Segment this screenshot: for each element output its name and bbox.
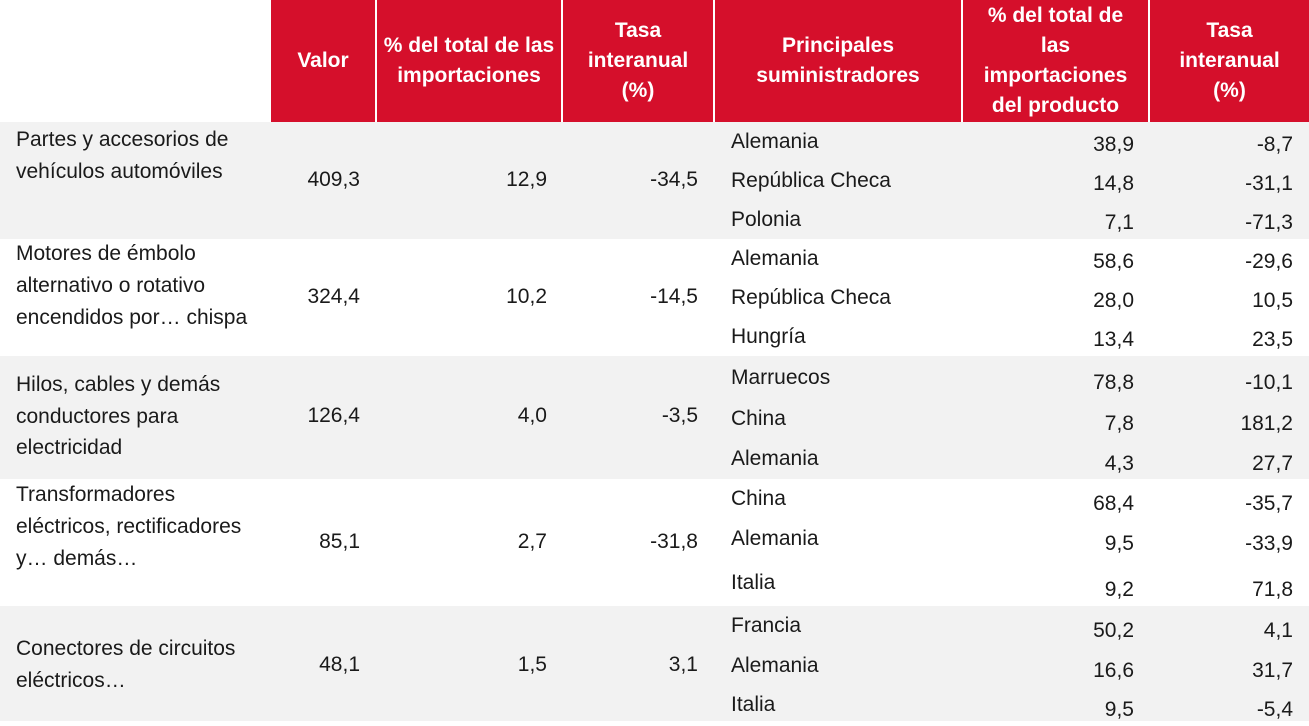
tasa-cell: -3,5 xyxy=(661,404,698,427)
supplier-name: Italia xyxy=(731,571,776,594)
valor-cell: 409,3 xyxy=(307,168,360,191)
header-divider xyxy=(713,0,715,122)
supplier-name: Alemania xyxy=(731,247,819,270)
supplier-pct: 13,4 xyxy=(1093,328,1134,351)
supplier-tasa: -35,7 xyxy=(1245,492,1293,515)
tasa-cell: 3,1 xyxy=(668,653,698,676)
supplier-tasa: 31,7 xyxy=(1252,659,1293,682)
supplier-name: China xyxy=(731,407,786,430)
supplier-tasa: 71,8 xyxy=(1252,578,1293,601)
supplier-name: Polonia xyxy=(731,208,802,231)
product-name: Motores de émbolo alternativo o rotativo… xyxy=(16,242,248,329)
supplier-name: Alemania xyxy=(731,447,819,470)
header-divider xyxy=(375,0,377,122)
supplier-name: Alemania xyxy=(731,654,819,677)
header-pct-total: % del total de las importaciones xyxy=(377,0,561,122)
supplier-pct: 9,2 xyxy=(1104,578,1134,601)
supplier-name: Francia xyxy=(731,614,802,637)
supplier-name: Italia xyxy=(731,693,776,716)
product-name: Hilos, cables y demás conductores para e… xyxy=(16,373,221,459)
header-valor: Valor xyxy=(271,0,375,122)
supplier-tasa: 181,2 xyxy=(1240,412,1293,435)
supplier-pct: 50,2 xyxy=(1093,619,1134,642)
supplier-tasa: -5,4 xyxy=(1256,698,1293,721)
tasa-cell: -34,5 xyxy=(650,168,698,191)
header-divider xyxy=(561,0,563,122)
supplier-tasa: -33,9 xyxy=(1245,532,1293,555)
supplier-name: Alemania xyxy=(731,527,819,550)
supplier-tasa: -10,1 xyxy=(1245,371,1293,394)
valor-cell: 324,4 xyxy=(307,285,360,308)
supplier-pct: 68,4 xyxy=(1093,492,1134,515)
supplier-pct: 16,6 xyxy=(1093,659,1134,682)
valor-cell: 48,1 xyxy=(319,653,360,676)
header-pct-producto: % del total de las importaciones del pro… xyxy=(963,0,1148,122)
supplier-name: Marruecos xyxy=(731,366,831,389)
pct-total-cell: 4,0 xyxy=(517,404,547,427)
supplier-pct: 4,3 xyxy=(1104,452,1134,475)
product-name: Conectores de circuitos eléctricos… xyxy=(16,637,236,692)
header-divider xyxy=(1148,0,1150,122)
supplier-name: China xyxy=(731,487,786,510)
supplier-tasa: -8,7 xyxy=(1256,133,1293,156)
product-name: Transformadores eléctricos, rectificador… xyxy=(16,483,242,570)
supplier-pct: 58,6 xyxy=(1093,250,1134,273)
header-pct-total-label: % del total de las importaciones xyxy=(383,34,555,87)
supplier-pct: 9,5 xyxy=(1104,532,1134,555)
supplier-tasa: -31,1 xyxy=(1245,172,1293,195)
header-tasa2-label: Tasa interanual (%) xyxy=(1179,19,1280,102)
supplier-name: Alemania xyxy=(731,130,819,153)
product-name: Partes y accesorios de vehículos automóv… xyxy=(16,128,229,183)
supplier-tasa: 27,7 xyxy=(1252,452,1293,475)
header-tasa2: Tasa interanual (%) xyxy=(1150,0,1309,122)
valor-cell: 85,1 xyxy=(319,530,360,553)
header-valor-label: Valor xyxy=(297,49,349,72)
supplier-tasa: -29,6 xyxy=(1245,250,1293,273)
pct-total-cell: 12,9 xyxy=(506,168,547,191)
table-row-band xyxy=(0,606,1309,721)
supplier-tasa: -71,3 xyxy=(1245,211,1293,234)
table-row-band xyxy=(0,122,1309,239)
pct-total-cell: 1,5 xyxy=(517,653,547,676)
supplier-pct: 9,5 xyxy=(1104,698,1134,721)
header-tasa: Tasa interanual (%) xyxy=(563,0,713,122)
supplier-pct: 7,1 xyxy=(1104,211,1134,234)
supplier-tasa: 4,1 xyxy=(1263,619,1293,642)
tasa-cell: -31,8 xyxy=(650,530,698,553)
tasa-cell: -14,5 xyxy=(650,285,698,308)
supplier-name: República Checa xyxy=(731,286,891,309)
header-pct-producto-label: % del total de las importaciones del pro… xyxy=(983,4,1128,117)
supplier-tasa: 23,5 xyxy=(1252,328,1293,351)
supplier-name: Hungría xyxy=(731,325,806,348)
header-tasa-label: Tasa interanual (%) xyxy=(587,19,689,102)
supplier-pct: 7,8 xyxy=(1104,412,1134,435)
table-row-band xyxy=(0,356,1309,479)
supplier-pct: 38,9 xyxy=(1093,133,1134,156)
supplier-pct: 28,0 xyxy=(1093,289,1134,312)
supplier-tasa: 10,5 xyxy=(1252,289,1293,312)
header-divider xyxy=(961,0,963,122)
valor-cell: 126,4 xyxy=(307,404,360,427)
supplier-pct: 78,8 xyxy=(1093,371,1134,394)
supplier-name: República Checa xyxy=(731,169,891,192)
header-suministradores: Principales suministradores xyxy=(715,0,961,122)
pct-total-cell: 10,2 xyxy=(506,285,547,308)
supplier-pct: 14,8 xyxy=(1093,172,1134,195)
pct-total-cell: 2,7 xyxy=(517,530,547,553)
header-suministradores-label: Principales suministradores xyxy=(756,34,920,87)
